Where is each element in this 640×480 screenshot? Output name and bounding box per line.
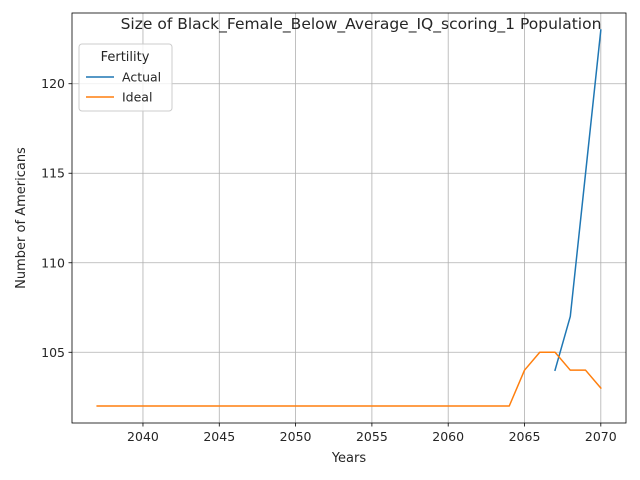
y-axis-label: Number of Americans (14, 147, 29, 289)
x-tick-label: 2040 (127, 429, 159, 444)
x-axis-label: Years (331, 451, 367, 466)
legend-label-ideal: Ideal (122, 90, 152, 105)
legend-title: Fertility (101, 50, 150, 65)
series-line-ideal (96, 351, 602, 407)
x-tick-label: 2070 (585, 429, 617, 444)
x-tick-label: 2060 (432, 429, 464, 444)
legend-entries: Actual Ideal (86, 70, 161, 105)
x-tick-label: 2050 (280, 429, 312, 444)
x-tick-label: 2045 (203, 429, 235, 444)
x-axis-ticks: 2040 2045 2050 2055 2060 2065 2070 (127, 423, 617, 444)
series-line-actual (554, 29, 602, 372)
x-tick-label: 2055 (356, 429, 388, 444)
series-lines (96, 29, 602, 407)
y-tick-label: 120 (41, 76, 65, 91)
legend-label-actual: Actual (122, 70, 161, 85)
y-tick-label: 105 (41, 345, 65, 360)
legend-box (78, 43, 173, 112)
legend: Fertility Actual Ideal (78, 43, 173, 112)
chart-title: Size of Black_Female_Below_Average_IQ_sc… (121, 15, 602, 34)
y-axis-ticks: 105 110 115 120 (41, 76, 72, 360)
y-tick-label: 110 (41, 255, 65, 270)
x-tick-label: 2065 (509, 429, 541, 444)
y-tick-label: 115 (41, 166, 65, 181)
plot-area-frame (71, 12, 627, 424)
